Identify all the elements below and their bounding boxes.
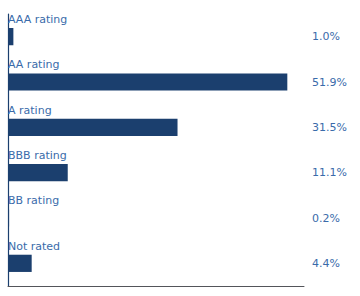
svg-text:Not rated: Not rated	[8, 240, 60, 253]
svg-text:0.2%: 0.2%	[312, 212, 340, 225]
svg-text:A rating: A rating	[8, 104, 52, 117]
svg-text:1.0%: 1.0%	[312, 30, 340, 43]
svg-text:AA rating: AA rating	[8, 58, 59, 71]
svg-text:AAA rating: AAA rating	[8, 13, 67, 26]
svg-text:BB rating: BB rating	[8, 194, 59, 207]
svg-text:31.5%: 31.5%	[312, 121, 347, 134]
svg-text:4.4%: 4.4%	[312, 257, 340, 270]
svg-text:51.9%: 51.9%	[312, 76, 347, 89]
svg-text:BBB rating: BBB rating	[8, 149, 67, 162]
svg-text:11.1%: 11.1%	[312, 166, 347, 179]
